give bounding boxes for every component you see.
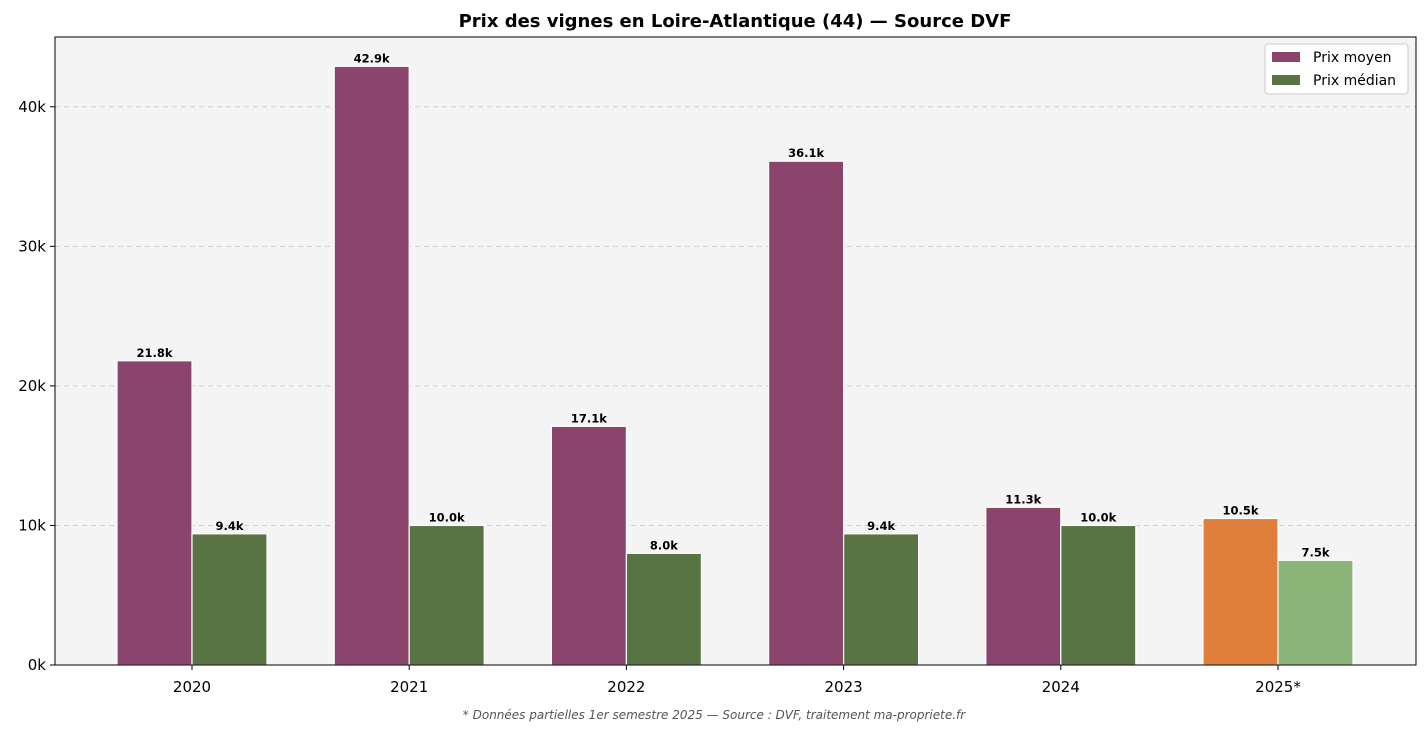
bar-prix-median-2023 — [842, 533, 920, 666]
data-label: 36.1k — [788, 146, 824, 160]
legend-swatch — [1272, 75, 1300, 85]
bar-prix-moyen-2023 — [767, 160, 845, 666]
legend: Prix moyen Prix médian — [1264, 43, 1409, 95]
data-label: 9.4k — [867, 519, 895, 533]
bar-prix-median-2025* — [1277, 559, 1354, 666]
plot-frame — [54, 36, 1417, 666]
plot-area — [55, 37, 1416, 665]
legend-box — [1264, 43, 1409, 95]
data-label: 42.9k — [354, 51, 390, 65]
bar-prix-median-2021 — [408, 524, 485, 666]
x-tick-label: 2023 — [825, 678, 863, 696]
x-tick-label: 2022 — [607, 678, 645, 696]
legend-swatch — [1272, 52, 1300, 62]
y-tick-label: 30k — [18, 237, 46, 255]
x-tick-label: 2024 — [1042, 678, 1080, 696]
bar-prix-median-2024 — [1060, 524, 1137, 666]
bar-prix-moyen-2022 — [550, 425, 628, 666]
footnote: * Données partielles 1er semestre 2025 —… — [463, 708, 966, 722]
data-label: 7.5k — [1301, 545, 1329, 559]
bar-prix-moyen-2025* — [1202, 517, 1279, 666]
chart-title: Prix des vignes en Loire-Atlantique (44)… — [459, 11, 1012, 32]
y-tick-label: 0k — [28, 656, 47, 674]
data-label: 10.5k — [1222, 503, 1258, 517]
data-label: 11.3k — [1005, 492, 1041, 506]
x-tick-label: 2021 — [390, 678, 428, 696]
data-label: 17.1k — [571, 411, 607, 425]
bar-prix-moyen-2024 — [985, 506, 1062, 666]
data-label: 10.0k — [1080, 510, 1116, 524]
y-tick-label: 20k — [18, 377, 46, 395]
bar-prix-moyen-2021 — [333, 65, 410, 666]
bar-prix-moyen-2020 — [116, 360, 193, 666]
x-tick-label: 2025* — [1255, 678, 1301, 696]
data-label: 8.0k — [650, 538, 678, 552]
data-label: 9.4k — [215, 519, 243, 533]
y-tick-label: 40k — [18, 98, 46, 116]
data-label: 10.0k — [429, 510, 465, 524]
y-tick-label: 10k — [18, 516, 46, 534]
legend-label: Prix médian — [1313, 73, 1396, 89]
bar-prix-median-2020 — [191, 533, 268, 666]
legend-label: Prix moyen — [1313, 50, 1392, 66]
data-label: 21.8k — [136, 346, 172, 360]
x-tick-label: 2020 — [173, 678, 211, 696]
bar-prix-median-2022 — [625, 552, 703, 666]
